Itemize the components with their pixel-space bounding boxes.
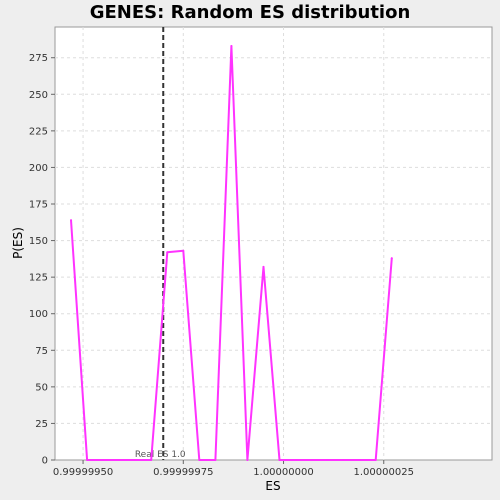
data-point: [310, 459, 313, 461]
y-tick-label: 150: [29, 236, 48, 247]
data-point: [86, 459, 89, 461]
y-tick-label: 50: [35, 382, 48, 393]
data-point: [374, 459, 377, 461]
real-es-label: Real ES 1.0: [135, 450, 186, 460]
y-tick-label: 175: [29, 200, 48, 211]
data-point: [358, 459, 361, 461]
chart-title: GENES: Random ES distribution: [90, 2, 411, 23]
y-axis-label: P(ES): [11, 227, 25, 259]
data-point: [166, 251, 169, 254]
data-point: [70, 219, 73, 222]
axes: 0 25 50 75 100 125 150 175 200 225 250 275 0.9999995…: [29, 53, 414, 478]
data-point: [102, 459, 105, 461]
x-tick-label: 0.99999975: [153, 467, 213, 478]
data-point: [150, 459, 153, 461]
data-point: [134, 459, 137, 461]
y-tick-label: 275: [29, 53, 48, 64]
y-tick-label: 250: [29, 90, 48, 101]
y-tick-label: 75: [35, 346, 48, 357]
data-point: [262, 265, 265, 268]
data-point: [182, 249, 185, 252]
y-tick-label: 25: [35, 419, 48, 430]
data-point: [246, 459, 249, 461]
y-tick-label: 225: [29, 126, 48, 137]
y-tick-label: 100: [29, 309, 48, 320]
data-point: [118, 459, 121, 461]
reference-line-group: Real ES 1.0: [135, 27, 186, 460]
data-point: [278, 459, 281, 461]
data-point: [214, 459, 217, 461]
y-tick-label: 0: [42, 456, 48, 467]
data-point: [294, 459, 297, 461]
data-point: [198, 459, 201, 461]
y-tick-label: 200: [29, 163, 48, 174]
x-axis-label: ES: [265, 479, 280, 493]
data-point: [326, 459, 329, 461]
x-tick-label: 0.99999950: [53, 467, 113, 478]
x-tick-label: 1.00000025: [354, 467, 414, 478]
series-group: [70, 45, 393, 461]
y-tick-label: 125: [29, 273, 48, 284]
data-point: [230, 45, 233, 48]
data-point: [390, 257, 393, 260]
data-point: [342, 459, 345, 461]
x-tick-label: 1.00000000: [253, 467, 313, 478]
